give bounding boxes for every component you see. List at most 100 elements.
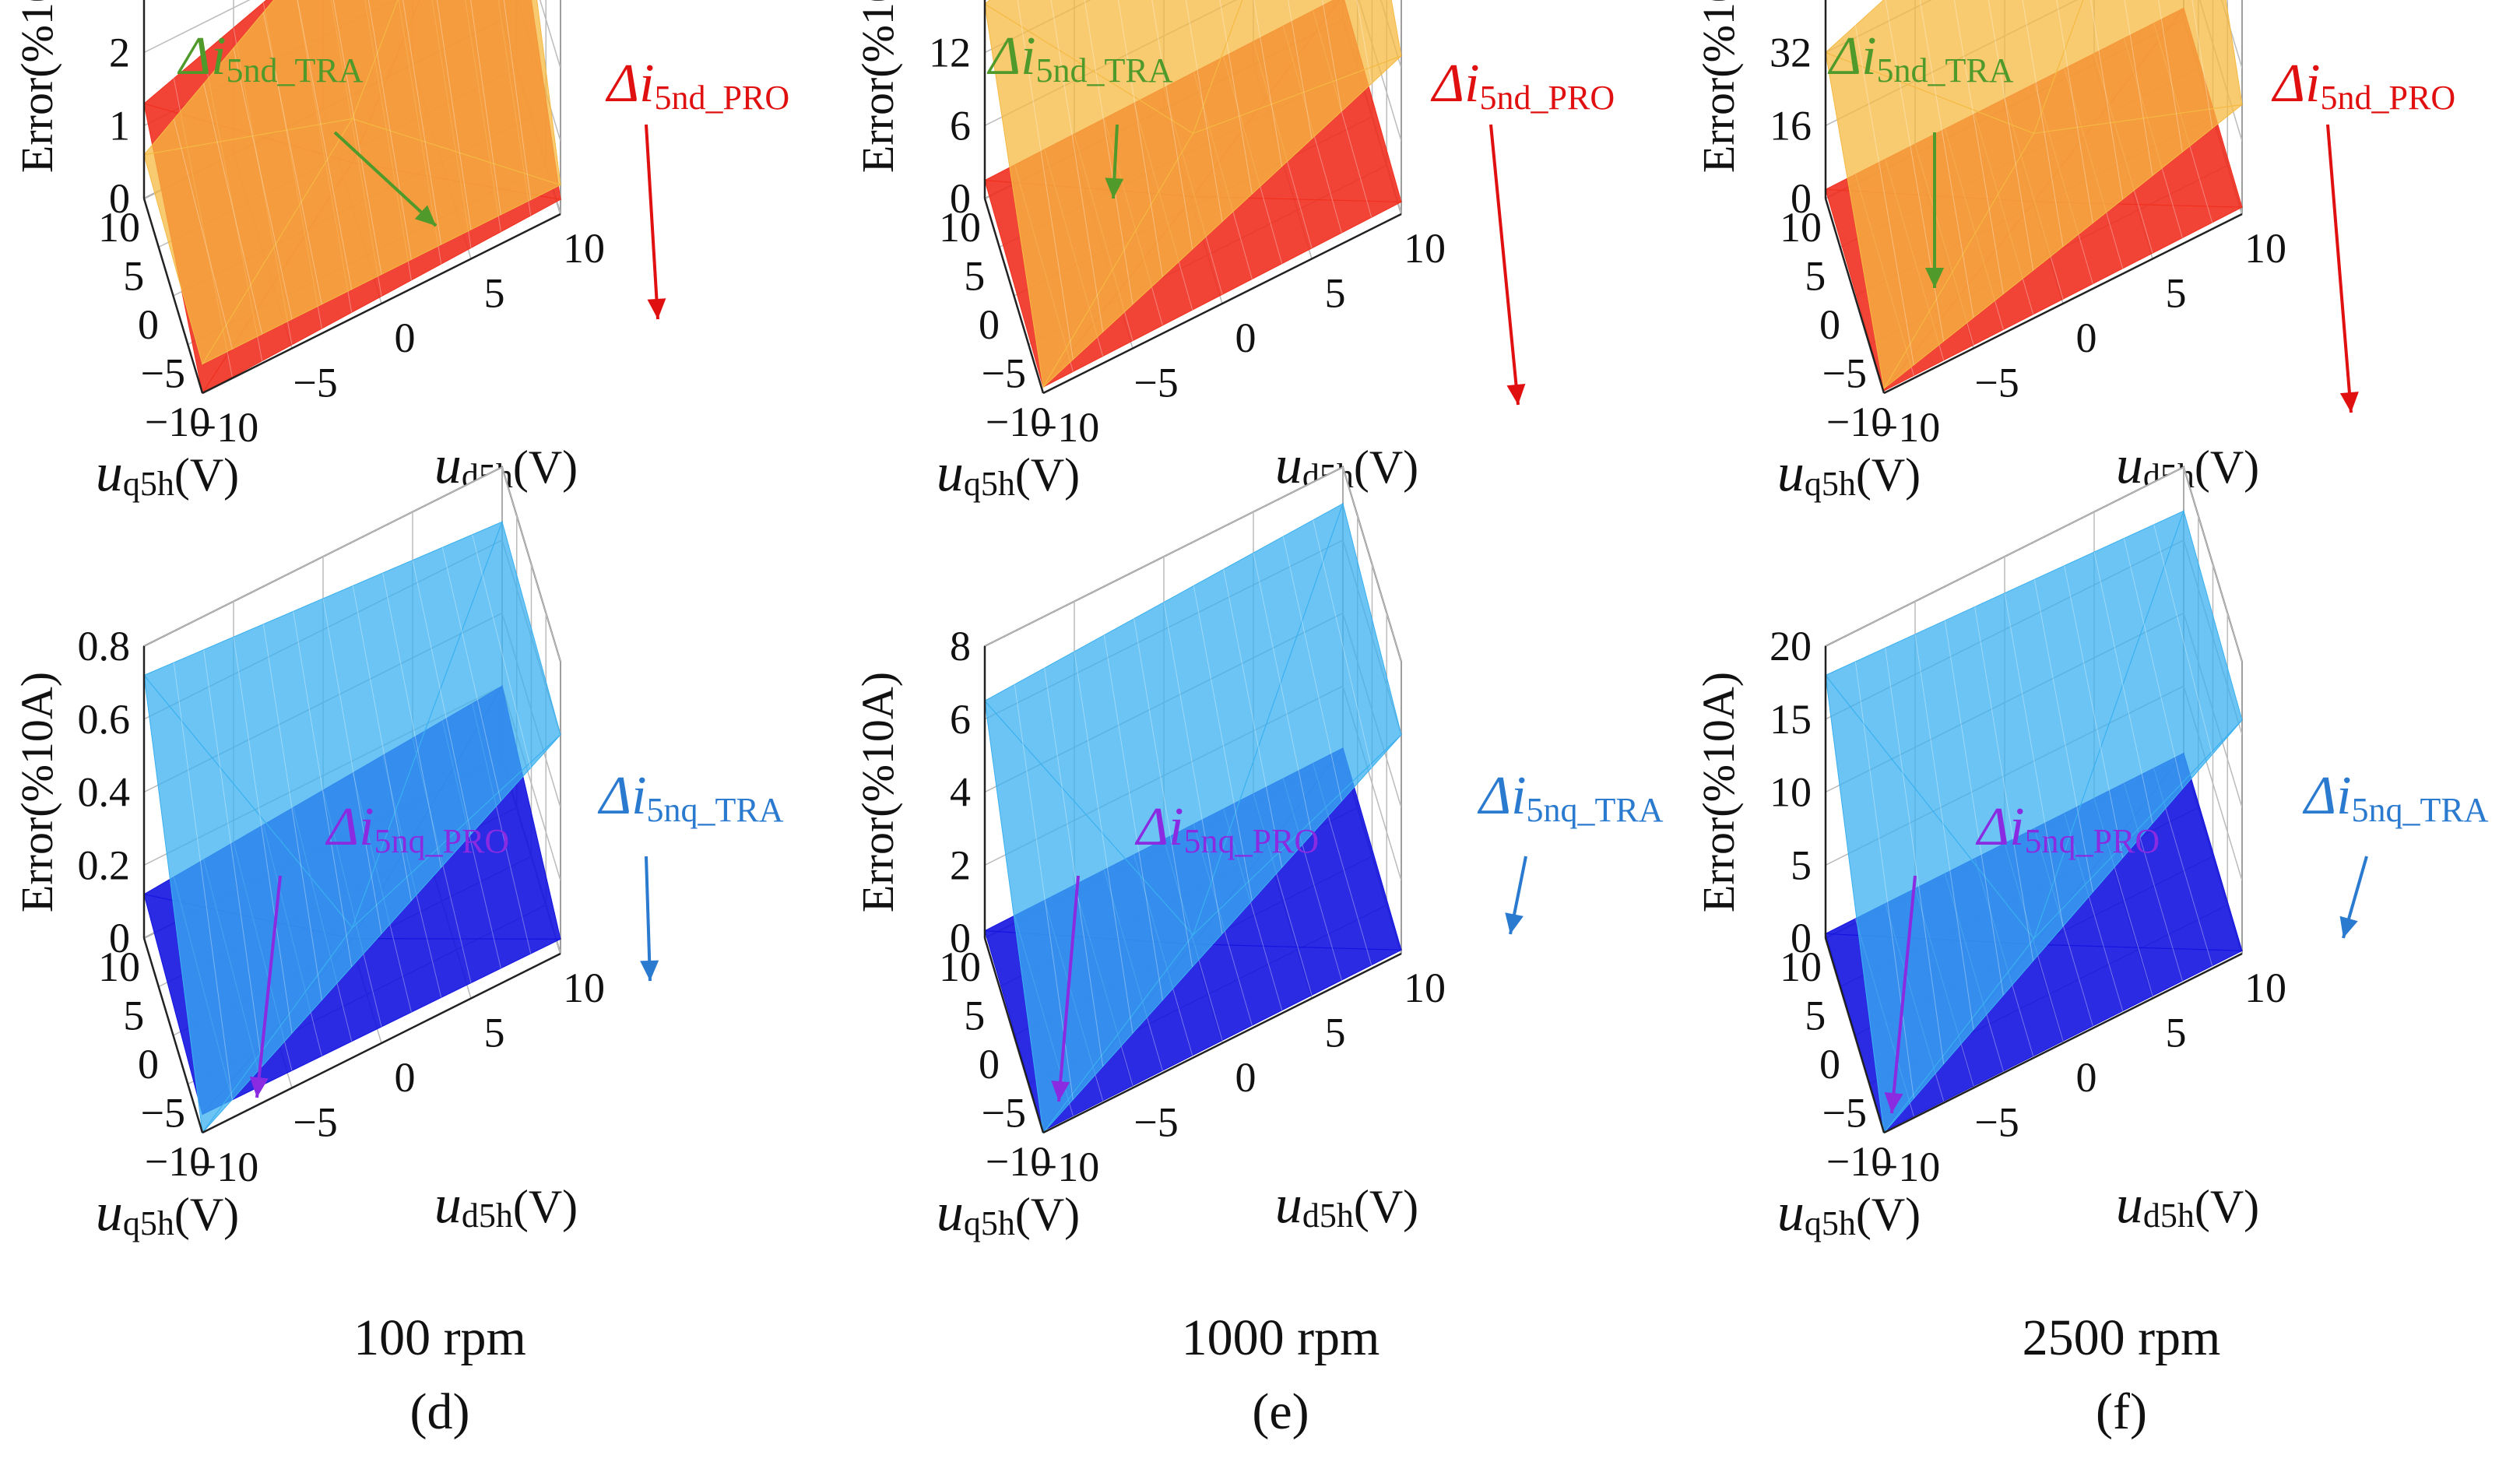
surface-5nd_TRA xyxy=(1825,0,2244,390)
mesh-line xyxy=(332,0,382,275)
y-axis-line xyxy=(983,198,1045,394)
y-axis-label: uq5h(V) xyxy=(937,443,1080,503)
x-tick-label: 5 xyxy=(484,1010,505,1056)
z-axis-label: Error(%10A) xyxy=(852,0,903,173)
series-label-tra: Δi5nq_TRA xyxy=(2302,766,2489,829)
y-axis-line xyxy=(1824,198,1886,394)
mesh-line xyxy=(2064,565,2124,858)
x-axis-line xyxy=(1883,213,2243,395)
series-arrowhead-pro xyxy=(249,1076,269,1098)
z-tick-label: 12 xyxy=(929,30,971,76)
surface-facet xyxy=(1825,51,2035,390)
mesh-line xyxy=(2033,579,2093,892)
series-arrowhead-pro xyxy=(2339,392,2359,413)
z-axis-label: Error(%10A) xyxy=(852,672,903,912)
mesh-line xyxy=(1885,648,1945,1064)
mesh-line xyxy=(1953,0,2004,294)
panel-caption: 2500 rpm xyxy=(2023,1309,2221,1366)
z-tick-label: 0.8 xyxy=(78,623,131,669)
surface-facet xyxy=(1192,0,1402,135)
surface-5nd_TRA xyxy=(984,0,1402,388)
z-axis-label: Error(%10A) xyxy=(1693,0,1744,173)
x-tick-label: 10 xyxy=(2244,965,2286,1011)
series-label-tra: Δi5nd_TRA xyxy=(1827,26,2014,90)
mesh-line xyxy=(2022,0,2064,247)
panel-4: 02468−10−50510−10−50510Error(%10A)ud5h(V… xyxy=(852,466,1664,1440)
y-tick-label: −10 xyxy=(1826,399,1892,445)
mesh-line xyxy=(1288,0,1313,139)
z-tick-label: 0.6 xyxy=(78,696,131,743)
z-axis-label: Error(%10A) xyxy=(1693,672,1744,912)
z-tick-label: 0.2 xyxy=(78,842,131,888)
surface-5nq_TRA xyxy=(1825,509,2243,1134)
mesh-line xyxy=(1117,0,1163,277)
y-axis-line xyxy=(142,937,204,1133)
y-tick-label: −5 xyxy=(982,350,1026,397)
x-axis-line xyxy=(202,952,561,1134)
x-tick-label: −10 xyxy=(193,1144,258,1190)
z-axis-label: Error(%10A) xyxy=(12,672,62,912)
y-tick-label: −10 xyxy=(1826,1138,1892,1185)
x-tick-label: 5 xyxy=(2166,270,2187,317)
series-arrowhead-tra xyxy=(1505,912,1524,934)
series-arrow-tra xyxy=(645,856,652,982)
mesh-line xyxy=(1854,661,1914,1098)
z-tick-label: 16 xyxy=(1770,102,1812,149)
surface-facet xyxy=(2033,0,2243,134)
mesh-line xyxy=(1282,536,1342,802)
y-tick-label: 10 xyxy=(1780,944,1822,990)
y-tick-label: −10 xyxy=(986,399,1051,445)
mesh-line xyxy=(1919,0,1974,318)
axes xyxy=(142,0,561,395)
y-tick-label: 10 xyxy=(939,204,981,251)
series-arrow-pro xyxy=(2326,124,2353,413)
x-tick-label: 10 xyxy=(563,225,605,272)
x-tick-label: 5 xyxy=(2166,1010,2187,1056)
panel-1: 06121824−10−50510−10−50510Error(%10A)ud5… xyxy=(852,0,1615,701)
surface-facet xyxy=(143,673,353,1134)
y-tick-label: 5 xyxy=(123,993,144,1039)
series-label-pro: Δi5nd_PRO xyxy=(605,54,789,117)
surface-5nq_TRA xyxy=(984,502,1402,1134)
mesh-line xyxy=(1133,618,1193,968)
axes xyxy=(1824,0,2243,395)
mesh-line xyxy=(2056,0,2093,223)
panel-caption: 100 rpm xyxy=(353,1309,526,1366)
y-tick-label: 0 xyxy=(1819,1041,1840,1088)
axes xyxy=(983,0,1402,395)
z-tick-label: 0 xyxy=(109,175,130,222)
mesh-line xyxy=(470,0,501,215)
y-tick-label: −5 xyxy=(141,350,185,397)
mesh-line xyxy=(322,598,382,934)
mesh-line xyxy=(1163,602,1223,934)
mesh-line xyxy=(1223,569,1283,868)
x-tick-label: 0 xyxy=(2076,1054,2097,1101)
mesh-line xyxy=(173,662,233,1100)
mesh-line xyxy=(1017,0,1074,360)
mesh-line xyxy=(402,0,442,245)
x-tick-label: −10 xyxy=(193,404,258,451)
mesh-line xyxy=(382,572,442,868)
surface-facet xyxy=(351,0,561,186)
surface-mesh xyxy=(1017,0,1372,360)
mesh-line xyxy=(262,12,322,304)
mesh-line xyxy=(203,649,263,1067)
series-label-pro: Δi5nq_PRO xyxy=(325,797,509,860)
z-tick-label: 2 xyxy=(950,842,971,888)
surface-facet xyxy=(984,3,1194,388)
series-arrowhead-pro xyxy=(1051,1081,1070,1102)
mesh-line xyxy=(1185,0,1223,222)
axes xyxy=(142,646,561,1134)
series-arrow-tra xyxy=(333,131,438,227)
series-arrowhead-tra xyxy=(414,205,436,226)
y-tick-label: −5 xyxy=(982,1090,1026,1137)
x-tick-label: 0 xyxy=(1235,1054,1256,1101)
x-tick-label: −5 xyxy=(1974,1099,2019,1146)
series-arrow-pro xyxy=(645,124,659,320)
mesh-line xyxy=(1313,519,1372,768)
x-axis-label: ud5h(V) xyxy=(2116,1175,2259,1235)
series-arrowhead-tra xyxy=(1105,177,1124,199)
surface-mesh xyxy=(1854,524,2213,1098)
y-tick-label: −10 xyxy=(145,1138,210,1185)
mesh-line xyxy=(367,0,412,260)
